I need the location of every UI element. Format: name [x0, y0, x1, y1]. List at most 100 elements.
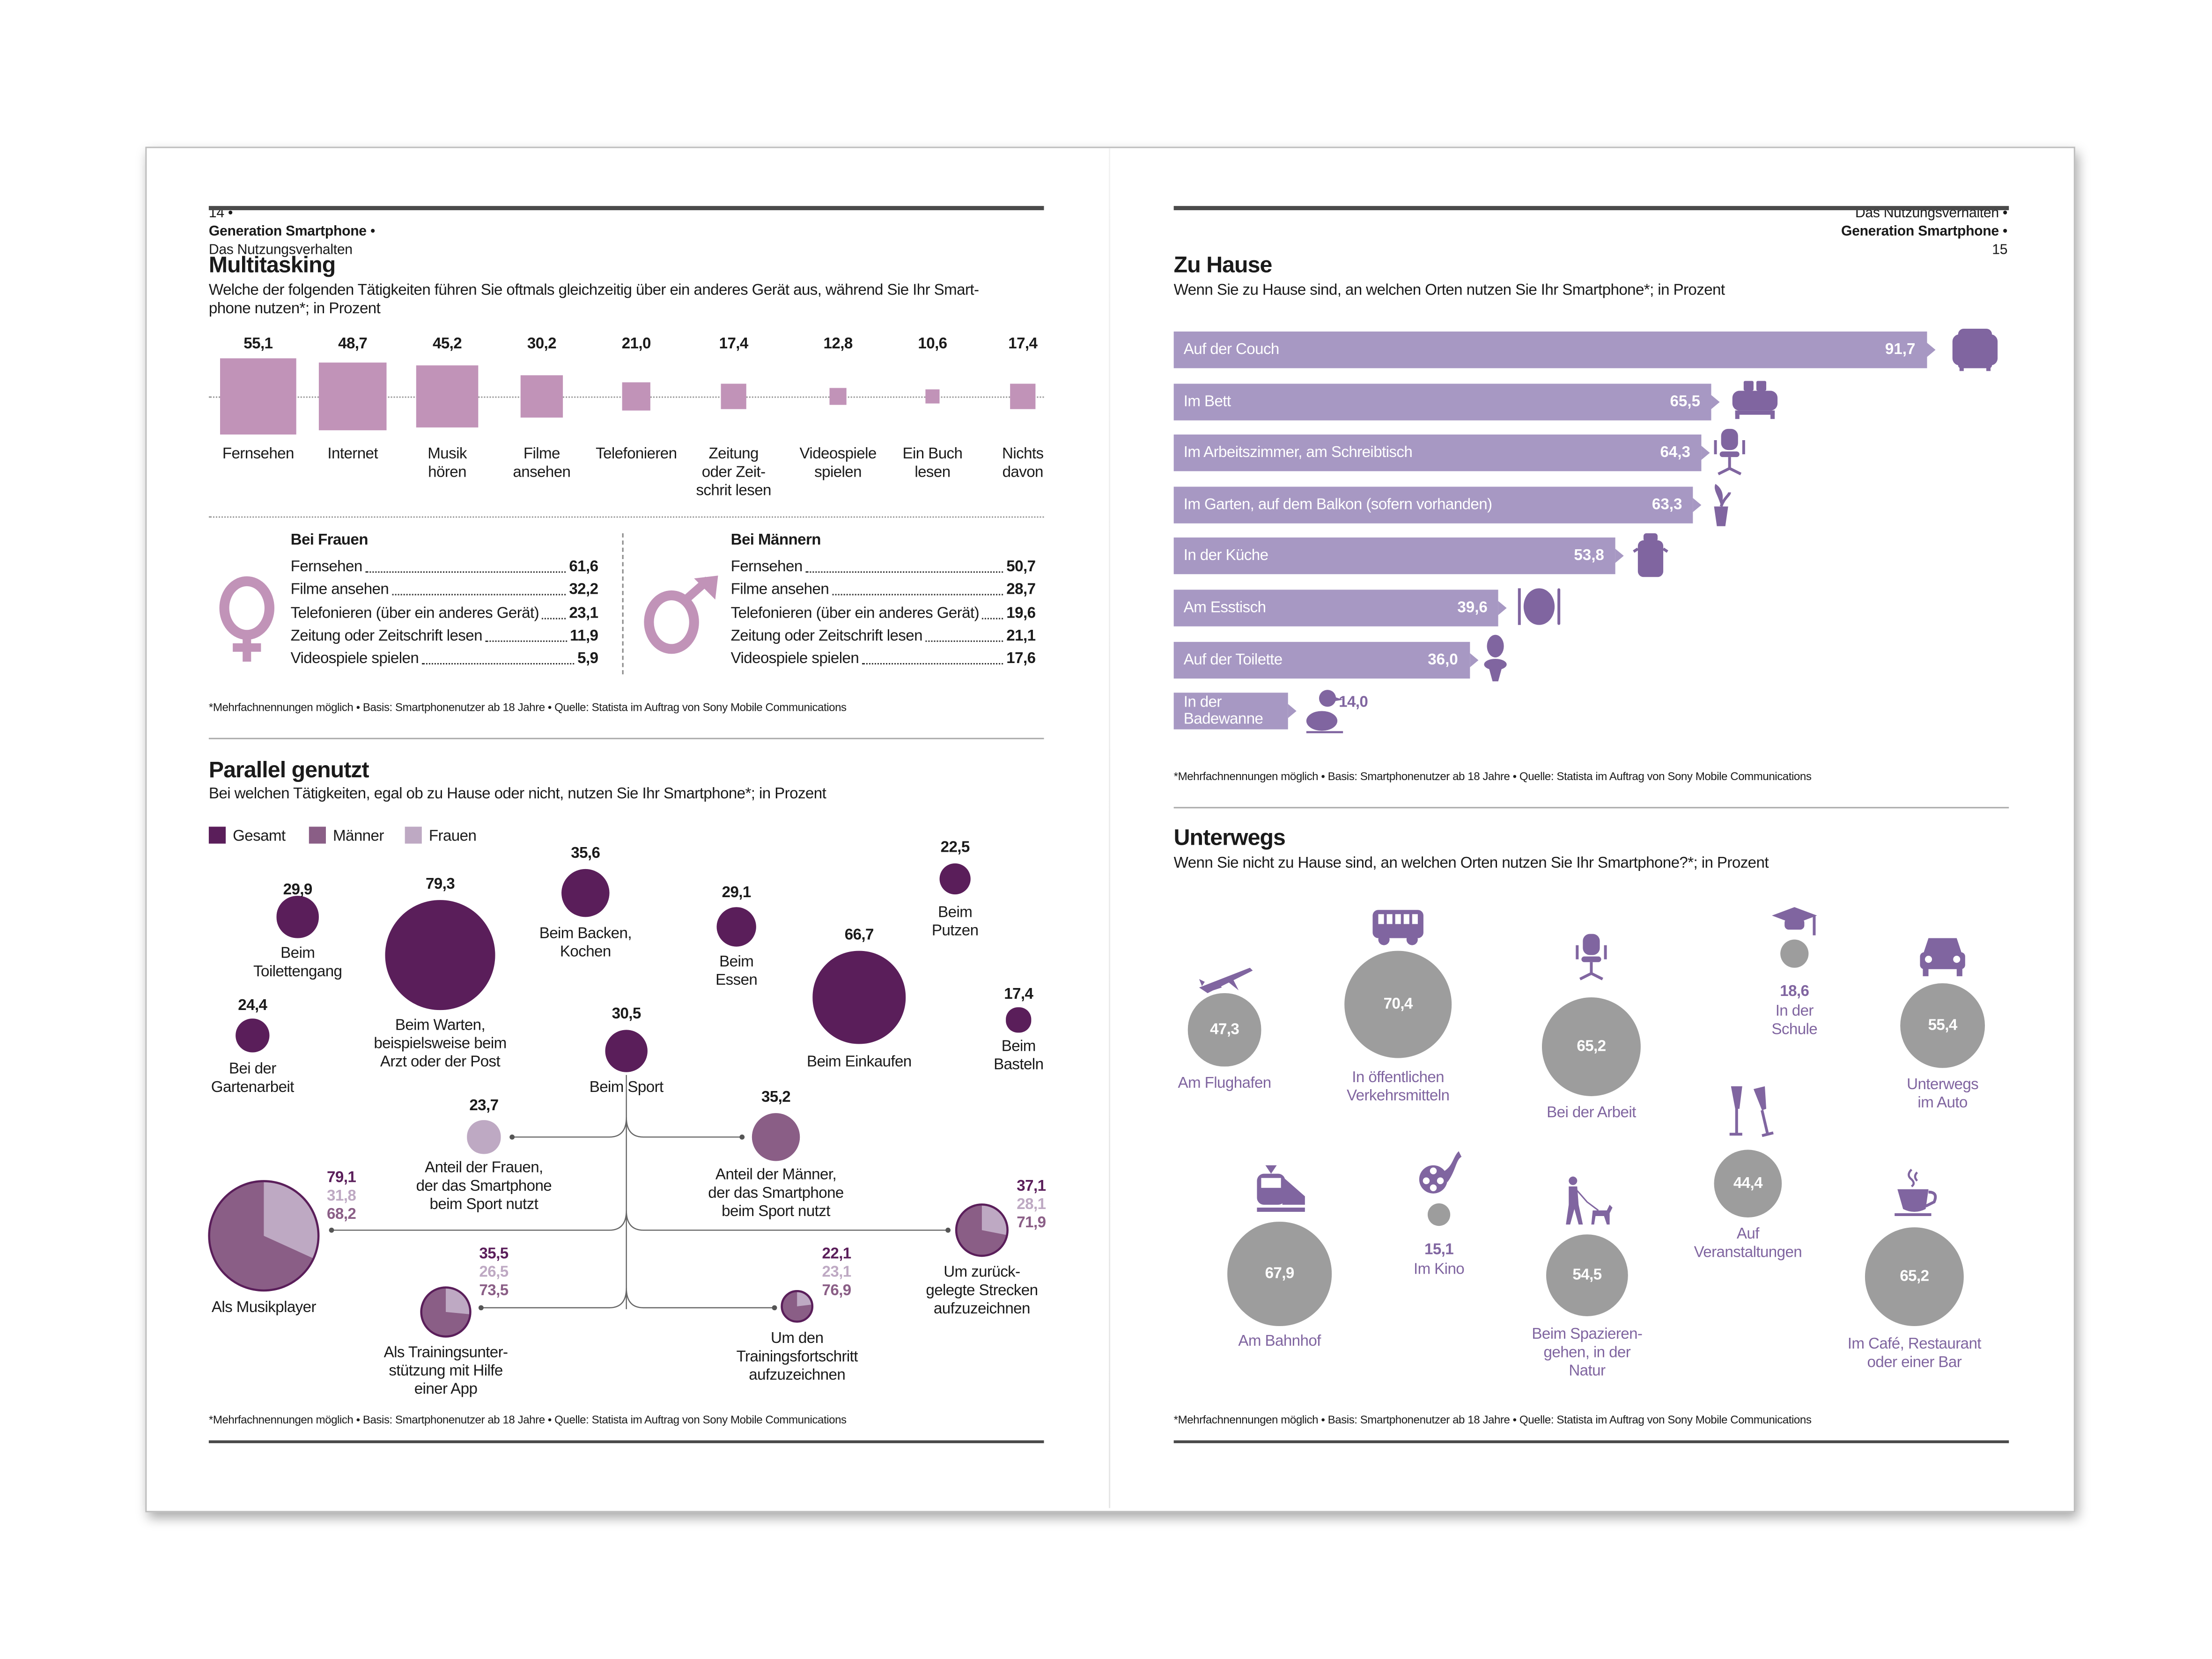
bubble-value: 70,4	[1383, 996, 1413, 1013]
multitasking-value: 12,8	[823, 336, 853, 353]
bubble-value: 29,1	[722, 885, 752, 902]
bubble-label: Beim Putzen	[931, 904, 979, 940]
men-row-value: 21,1	[1006, 627, 1036, 645]
zu-hause-bar: Im Arbeitszimmer, am Schreibtisch 64,3	[1173, 435, 1711, 472]
bubble-value: 67,9	[1265, 1265, 1295, 1283]
men-row-value: 50,7	[1006, 559, 1036, 576]
page-number: 15	[1992, 243, 2008, 258]
multitasking-category: Musik hören	[428, 446, 467, 481]
female-symbol-icon	[219, 576, 274, 662]
bar-value: 14,0	[1339, 694, 1368, 712]
header-rule	[1173, 206, 2009, 210]
dot-leader	[832, 582, 1004, 596]
legend-label: Gesamt	[233, 828, 286, 845]
graduation-cap-icon	[1772, 907, 1817, 936]
train-icon	[1257, 1165, 1305, 1212]
women-row-value: 5,9	[577, 650, 598, 668]
zu-hause-bar: Auf der Toilette 36,0	[1173, 641, 1478, 678]
sport-use-pie	[781, 1290, 814, 1323]
multitasking-category: Nichts davon	[1002, 446, 1044, 481]
armchair-icon	[1952, 328, 1998, 371]
gesamt-bubble	[939, 863, 971, 895]
multitasking-category: Ein Buch lesen	[902, 446, 963, 481]
multitasking-value: 17,4	[1008, 336, 1038, 353]
zu-hause-bar: Im Garten, auf dem Balkon (sofern vorhan…	[1173, 486, 1702, 524]
sport-use-value: 71,9	[1017, 1215, 1046, 1232]
women-row-label: Filme ansehen	[290, 582, 389, 599]
gesamt-bubble	[385, 900, 495, 1010]
bar-value: 36,0	[1428, 651, 1458, 668]
multitasking-category: Telefonieren	[596, 446, 677, 463]
parallel-subtitle: Bei welchen Tätigkeiten, egal ob zu Haus…	[208, 786, 826, 803]
rubber-duck-icon	[1306, 690, 1343, 734]
multitasking-bar	[925, 389, 940, 404]
unterwegs-bubble	[1900, 983, 1985, 1068]
car-icon	[1920, 938, 1965, 976]
men-row-value: 19,6	[1006, 605, 1036, 622]
coffee-cup-icon	[1895, 1169, 1937, 1217]
multitasking-value: 21,0	[621, 336, 651, 353]
multitasking-bar	[721, 384, 746, 409]
legend-swatch	[405, 826, 422, 844]
gesamt-bubble	[236, 1018, 270, 1053]
bubble-value: 22,5	[940, 839, 970, 856]
sport-use-value: 28,1	[1017, 1196, 1046, 1214]
bar-label: Im Bett	[1183, 393, 1231, 410]
bed-icon	[1732, 380, 1778, 419]
bubble-value: 79,3	[425, 876, 455, 893]
frauen-slice	[264, 1182, 317, 1258]
multitasking-subtitle: Welche der folgenden Tätigkeiten führen …	[208, 282, 979, 317]
bubble-label: Am Flughafen	[1178, 1075, 1272, 1092]
bar-label: Im Arbeitszimmer, am Schreibtisch	[1183, 444, 1413, 462]
champagne-glasses-icon	[1729, 1086, 1774, 1137]
dot-leader	[485, 627, 568, 642]
men-row: Fernsehen 50,7	[731, 559, 1036, 577]
bubble-value: 65,2	[1900, 1268, 1929, 1285]
bottom-rule	[1173, 1440, 2009, 1444]
multitasking-value: 10,6	[918, 336, 947, 353]
section-rule	[1173, 807, 2009, 809]
bubble-value: 35,6	[571, 845, 600, 862]
bar-pointer	[1693, 497, 1702, 512]
multitasking-bar	[319, 362, 387, 430]
sport-use-value: 23,1	[822, 1264, 852, 1281]
gesamt-bubble	[277, 896, 318, 938]
sport-use-label: Als Musikplayer	[211, 1299, 317, 1316]
section-rule	[208, 737, 1044, 739]
bubble-label: Im Café, Restaurant oder einer Bar	[1847, 1336, 1982, 1371]
right-header: Das Nutzungsverhalten • Generation Smart…	[1841, 206, 2008, 258]
sport-use-value: 22,1	[822, 1246, 852, 1263]
men-row: Telefonieren (über ein anderes Gerät) 19,…	[731, 605, 1036, 623]
bubble-label: Beim Toilettengang	[253, 945, 342, 981]
multitasking-category: Videospiele spielen	[799, 446, 877, 481]
frauen-slice	[797, 1292, 811, 1306]
parallel-title: Parallel genutzt	[208, 759, 369, 783]
bubble-value: 54,5	[1572, 1267, 1602, 1284]
sport-use-value: 31,8	[327, 1187, 356, 1205]
unterwegs-footnote: *Mehrfachnennungen möglich • Basis: Smar…	[1173, 1413, 1812, 1426]
men-row: Filme ansehen 28,7	[731, 582, 1036, 600]
sport-use-pie	[955, 1203, 1009, 1257]
bar-label: Auf der Couch	[1183, 341, 1280, 359]
men-row-label: Videospiele spielen	[730, 650, 859, 668]
gender-divider	[622, 533, 624, 675]
zu-hause-bar: Auf der Couch 91,7	[1173, 332, 1935, 369]
bar-value: 39,6	[1457, 599, 1488, 617]
gesamt-bubble	[716, 907, 757, 947]
bar-value: 91,7	[1885, 341, 1916, 359]
women-row: Videospiele spielen 5,9	[291, 650, 598, 669]
section-title: Das Nutzungsverhalten	[208, 243, 353, 258]
sport-use-pie	[208, 1180, 320, 1292]
bubble-value: 17,4	[1004, 986, 1033, 1003]
bar-label: Im Garten, auf dem Balkon (sofern vorhan…	[1183, 496, 1492, 514]
male-symbol-icon	[644, 575, 718, 654]
dog-walker-icon	[1566, 1176, 1613, 1225]
bar-label: Am Esstisch	[1183, 599, 1266, 617]
unterwegs-bubble	[1865, 1227, 1964, 1327]
connector-lines	[208, 1075, 1009, 1338]
bubble-value: 47,3	[1210, 1021, 1239, 1039]
bubble-label: Beim Einkaufen	[806, 1054, 912, 1071]
men-heading: Bei Männern	[730, 531, 821, 549]
bubble-label: Beim Essen	[715, 953, 758, 989]
share-value: 23,7	[469, 1097, 499, 1115]
